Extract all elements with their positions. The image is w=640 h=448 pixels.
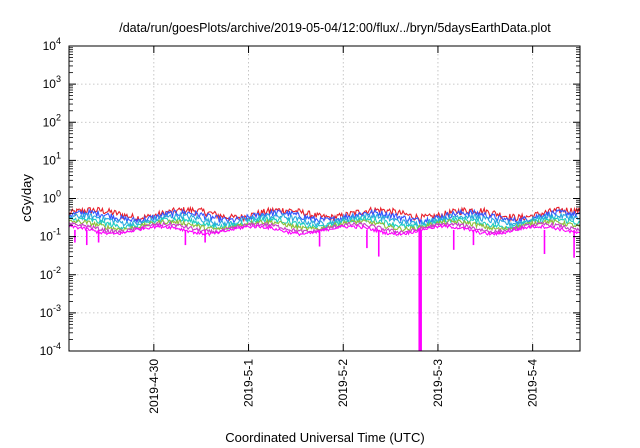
x-axis-label: Coordinated Universal Time (UTC) bbox=[225, 430, 424, 445]
tick-marks bbox=[69, 45, 580, 352]
x-tick-label: 2019-5-3 bbox=[431, 359, 445, 407]
series-layer bbox=[68, 205, 581, 237]
y-tick-label: 10-3 bbox=[40, 303, 61, 320]
dropout-layer bbox=[74, 229, 575, 351]
x-tick-label: 2019-5-4 bbox=[526, 359, 540, 407]
y-tick-label: 102 bbox=[43, 112, 61, 129]
y-axis-label: cGy/day bbox=[19, 174, 34, 222]
chart-title: /data/run/goesPlots/archive/2019-05-04/1… bbox=[119, 21, 551, 35]
series-line bbox=[68, 211, 581, 229]
y-tick-label: 103 bbox=[43, 74, 61, 91]
grid bbox=[69, 46, 580, 351]
y-tick-label: 10-4 bbox=[40, 341, 61, 358]
x-tick-label: 2019-5-1 bbox=[242, 359, 256, 407]
series-line bbox=[68, 223, 581, 237]
y-tick-labels: 10-4 10-3 10-2 10-1 100 101 102 103 104 bbox=[40, 36, 61, 358]
y-tick-label: 10-1 bbox=[40, 227, 61, 244]
x-tick-label: 2019-5-2 bbox=[336, 359, 350, 407]
y-tick-label: 101 bbox=[43, 150, 61, 167]
x-tick-label: 2019-4-30 bbox=[147, 359, 161, 414]
y-tick-label: 10-2 bbox=[40, 265, 61, 282]
y-tick-label: 104 bbox=[43, 36, 61, 53]
y-tick-label: 100 bbox=[43, 189, 61, 206]
x-tick-labels: 2019-4-30 2019-5-1 2019-5-2 2019-5-3 2019-5-… bbox=[147, 359, 540, 414]
